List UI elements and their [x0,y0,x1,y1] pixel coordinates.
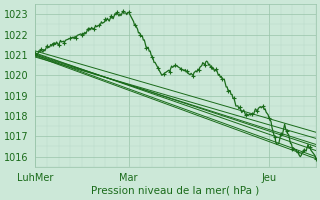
X-axis label: Pression niveau de la mer( hPa ): Pression niveau de la mer( hPa ) [92,186,260,196]
